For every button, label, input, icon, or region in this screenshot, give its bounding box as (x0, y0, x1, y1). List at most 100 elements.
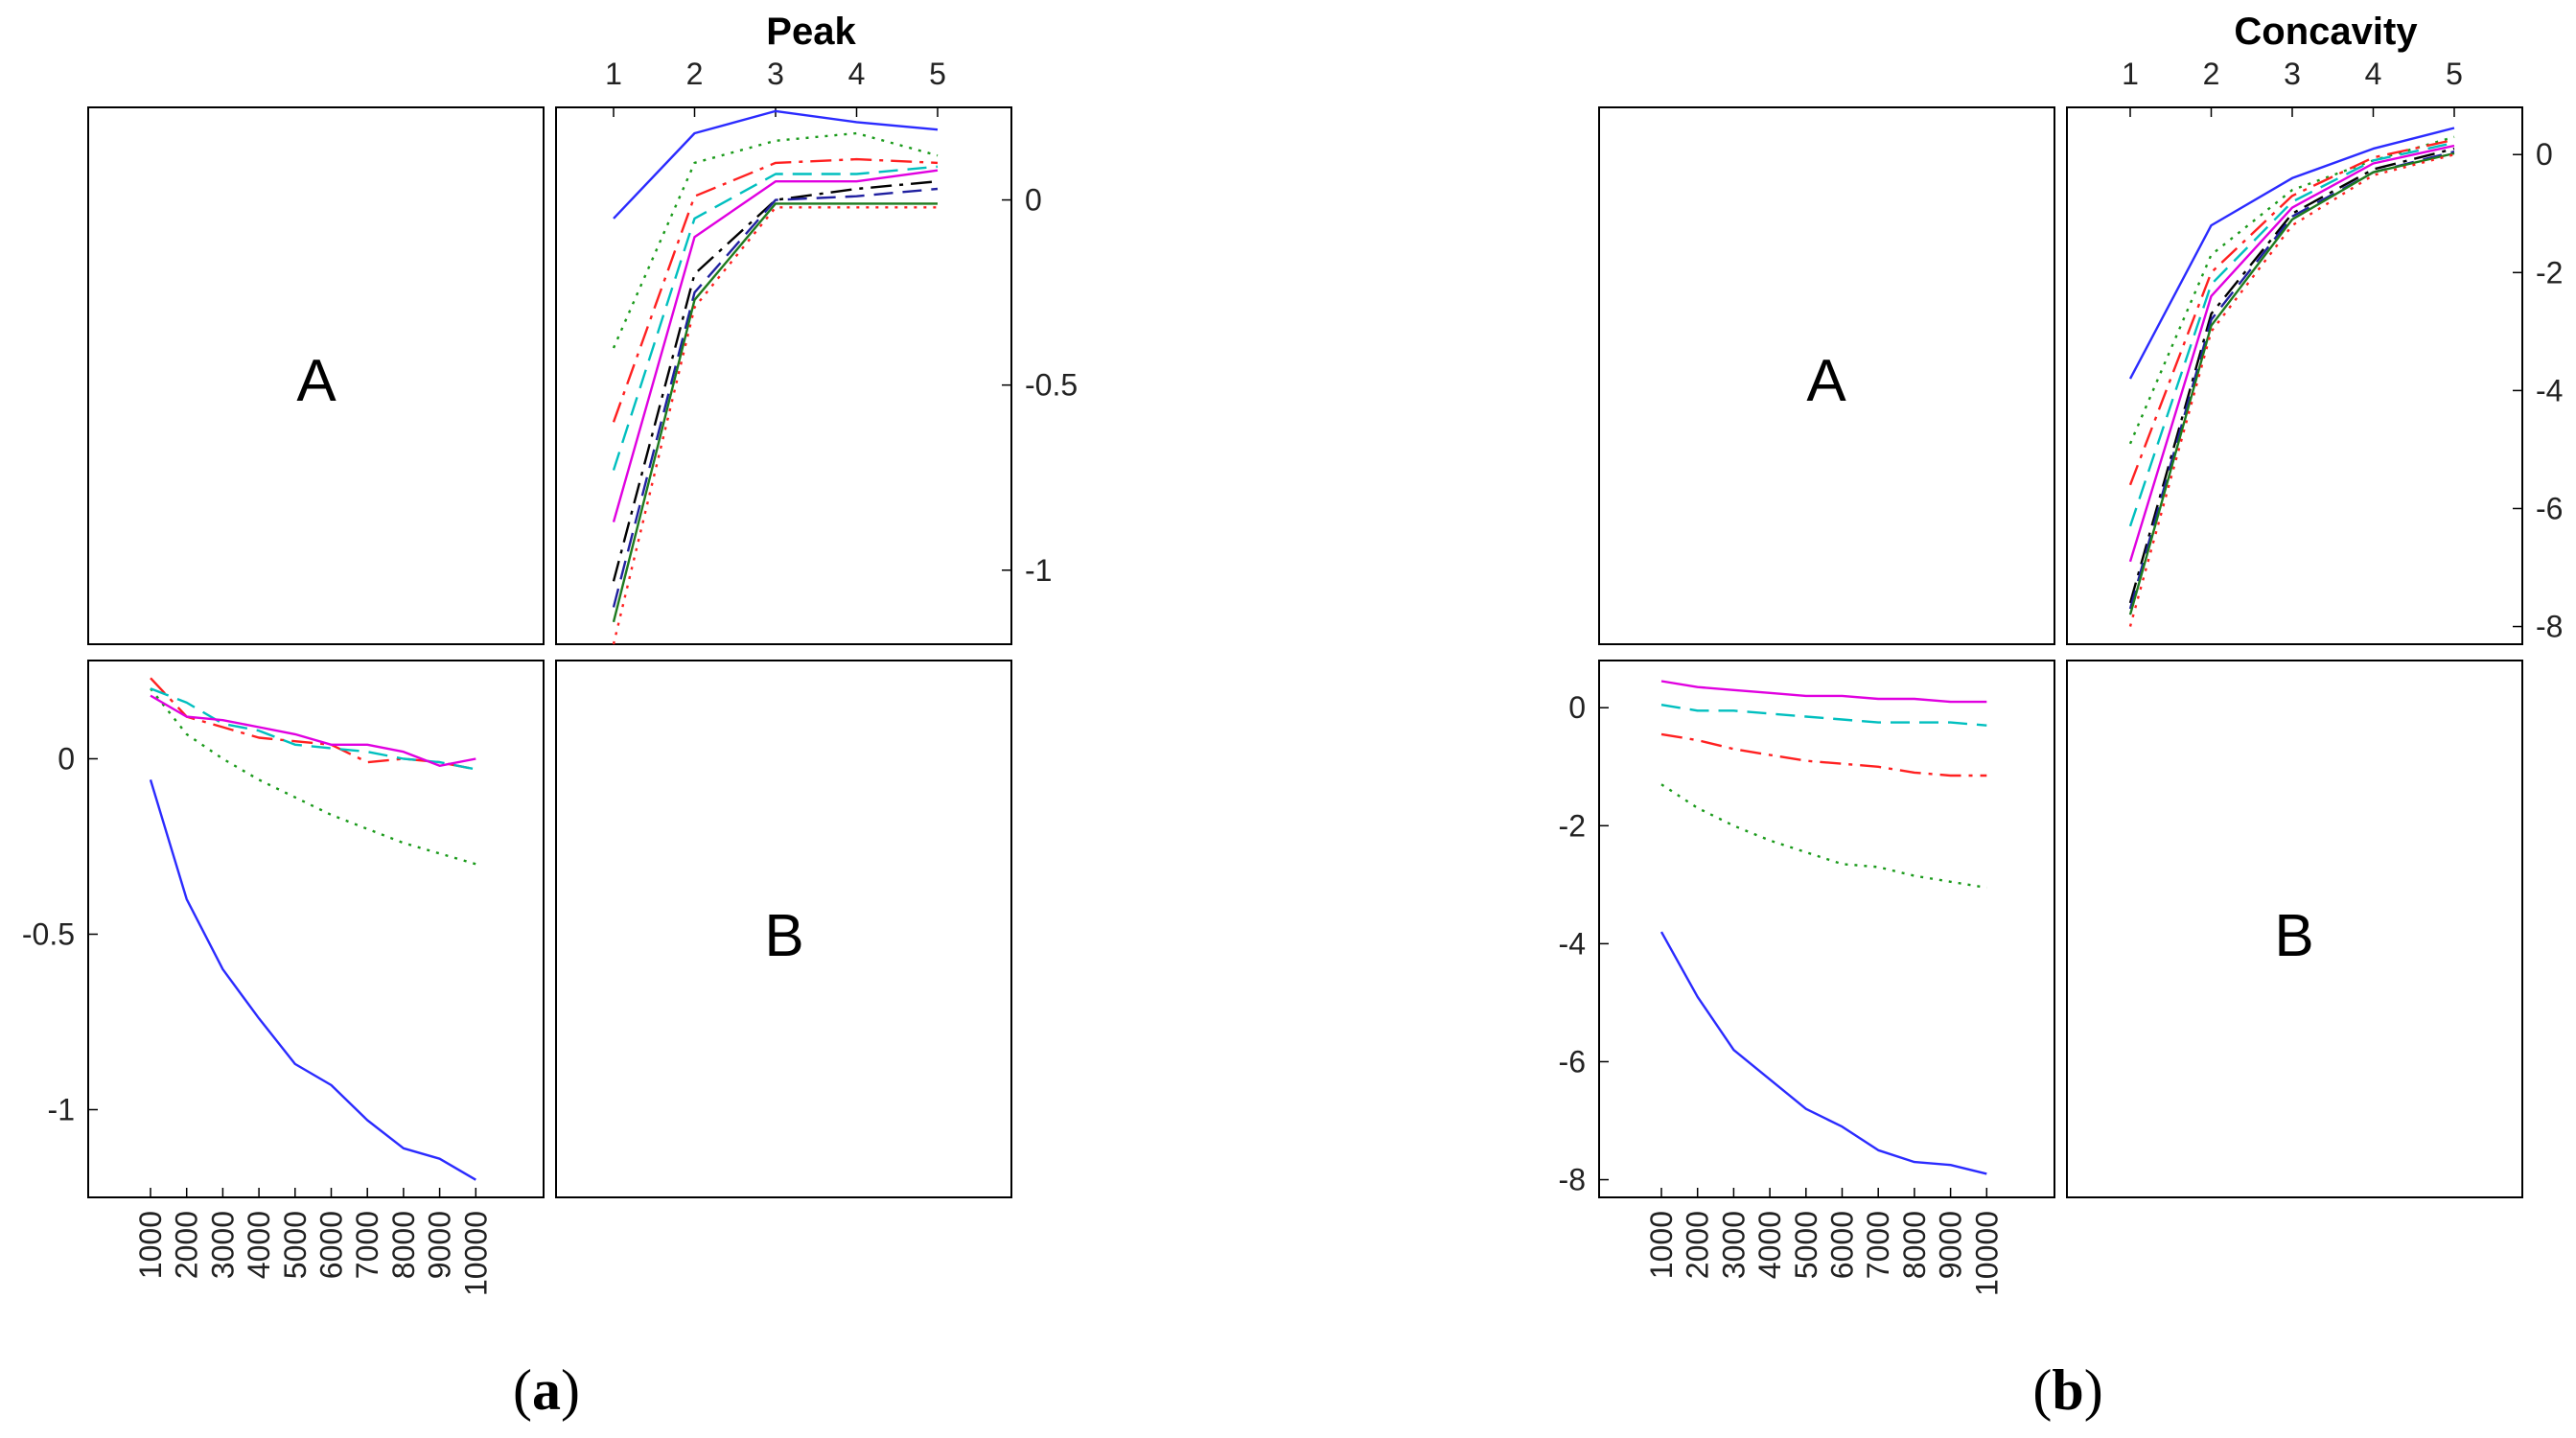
figure-a-size-x-tick-label: 2000 (170, 1211, 204, 1279)
figure-b-size-series-line-s2 (1660, 783, 1987, 890)
figure-b-size-y-tick-label: -2 (1559, 808, 1586, 843)
figure-b-size-y-tick-label: -4 (1559, 926, 1586, 961)
figure-a-panel-b-box (555, 660, 1012, 1198)
figure-a-peak-series-line-s5 (612, 169, 939, 522)
figure-b-size-series-line-s4 (1660, 704, 1987, 727)
figure-a-size-series-line-s4 (150, 687, 476, 771)
figure-b-concavity-series-line-s3 (2128, 138, 2455, 486)
figure-b-concavity-y-tick-label: -8 (2536, 610, 2563, 644)
figure-b-lower-left-plot (1598, 660, 2055, 1198)
figure-a-caption-close: ) (561, 1358, 580, 1422)
figure-b-concavity-series-line-s8 (2128, 151, 2455, 615)
figure-a-peak-series-line-s8 (612, 202, 938, 623)
figure-a-size-series-line-s1 (149, 779, 476, 1181)
figure-a-size-series-line-s2 (150, 687, 476, 866)
figure-a-size-x-tick-label: 3000 (205, 1211, 240, 1279)
figure-b-size-y-tick-label: -8 (1559, 1163, 1586, 1197)
figure-b-concavity-y-tick-label: -2 (2536, 255, 2563, 290)
figure-b-size-x-tick-label: 10000 (1969, 1211, 2004, 1296)
figure-b-concavity-x-tick-label: 4 (2365, 57, 2382, 91)
figure-b-concavity-y-tick-label: 0 (2536, 137, 2553, 172)
figure-b-size-x-tick-label: 1000 (1644, 1211, 1679, 1279)
figure-a-panel-b-label: B (764, 903, 803, 969)
figure-a-size-x-tick-label: 5000 (278, 1211, 313, 1279)
figure-b-size-chart: 0 -2 -4 -6 -8 1000 2000 3000 4000 5000 6000 7000 800… (1559, 680, 2004, 1296)
figure-b-panel-b-label: B (2274, 903, 2313, 969)
figure-b-size-x-tick-label: 4000 (1752, 1211, 1787, 1279)
figure-b-size-x-tick-label: 2000 (1681, 1211, 1715, 1279)
figure-a-size-x-tick-label: 7000 (350, 1211, 384, 1279)
figure-a-peak-y-tick-label: -1 (1025, 553, 1052, 588)
figure-a-size-series-line-s3 (150, 677, 476, 771)
figure-a-upper-right-plot (555, 106, 1012, 645)
figure-a-peak-x-tick-label: 3 (767, 57, 784, 91)
figure-b-panel-b-box (2066, 660, 2523, 1198)
figure-a-size-chart: 0 -0.5 -1 1000 2000 3000 4000 5000 6000 7000 8000 9… (22, 677, 493, 1296)
figure-a-peak-x-tick-label: 5 (929, 57, 946, 91)
figure-a-size-x-tick-label: 8000 (386, 1211, 421, 1279)
figure-a-size-series-line-s5 (150, 694, 476, 767)
figure-a-peak-chart: 0 -0.5 -1 1 2 3 4 5 (605, 57, 1078, 645)
figure-b-title: Concavity (2234, 11, 2418, 53)
figure-b-size-x-tick-label: 7000 (1861, 1211, 1895, 1279)
figure-b-concavity-x-tick-label: 3 (2284, 57, 2301, 91)
figure-a-peak-series-line-s4 (612, 165, 939, 471)
figure-a-size-x-tick-label: 4000 (242, 1211, 276, 1279)
figure-a-caption-letter: a (532, 1358, 561, 1422)
figure-a-size-y-tick-label: 0 (58, 741, 75, 776)
figure-b-size-x-tick-label: 9000 (1934, 1211, 1968, 1279)
figure-b-concavity-series-line-s1 (2128, 127, 2455, 380)
figure-b-caption-letter: b (2052, 1358, 2083, 1422)
figure-b-concavity-x-tick-label: 5 (2446, 57, 2463, 91)
figure-a-size-x-tick-label: 6000 (314, 1211, 349, 1279)
figure-b-concavity-x-tick-label: 2 (2203, 57, 2220, 91)
figure-b-panel-a-box (1598, 106, 2055, 645)
figure-b-size-series-line-s3 (1660, 732, 1987, 777)
figure-b-caption-open: ( (2032, 1358, 2052, 1422)
figure-a-peak-series-line-s7 (612, 187, 939, 608)
figure-a-title: Peak (766, 11, 856, 53)
figure-a-peak-series-line-s3 (612, 157, 939, 423)
figure-a-peak-y-tick-label: 0 (1025, 183, 1042, 218)
figure-a-peak-series-line-s1 (613, 109, 939, 220)
figure-a-peak-series-line-s9 (612, 206, 938, 645)
figure-b-size-x-tick-label: 8000 (1897, 1211, 1932, 1279)
figure-b-size-series-line-s5 (1660, 680, 1987, 704)
figure-a-caption: (a) (513, 1358, 580, 1422)
figure-b-upper-right-plot (2066, 106, 2523, 645)
figure-a-panel-a-label: A (296, 348, 337, 414)
figure-a-peak-series-line-s6 (612, 180, 939, 582)
figure-b-concavity-series-line-s9 (2128, 153, 2455, 627)
figure-b-size-y-tick-label: 0 (1568, 690, 1586, 725)
figure-a-lower-left-plot (87, 660, 545, 1198)
figure-b-size-x-tick-label: 6000 (1825, 1211, 1860, 1279)
figure-a-size-x-tick-label: 10000 (458, 1211, 493, 1296)
figure-b-concavity-series-line-s5 (2128, 144, 2455, 563)
figure-a-peak-series-line-s2 (612, 131, 939, 349)
figure-a-size-y-tick-label: -1 (48, 1092, 75, 1126)
figure-a-peak-y-tick-label: -0.5 (1025, 368, 1078, 403)
figure-b: Concavity A 0 -2 -4 -6 -8 1 2 3 4 5 0 -2 -4 -6 -8 1000… (1559, 11, 2564, 1422)
figure-a-size-x-tick-label: 1000 (133, 1211, 168, 1279)
figure-b-size-x-tick-label: 5000 (1789, 1211, 1823, 1279)
figure-b-concavity-x-tick-label: 1 (2122, 57, 2139, 91)
figure-b-concavity-chart: 0 -2 -4 -6 -8 1 2 3 4 5 (2122, 57, 2563, 644)
figure-a-peak-x-tick-label: 2 (686, 57, 704, 91)
figure-b-concavity-series-line-s4 (2128, 141, 2455, 527)
figure-a-size-x-tick-label: 9000 (423, 1211, 457, 1279)
figure-a-peak-x-tick-label: 1 (605, 57, 622, 91)
figure-b-panel-a-label: A (1806, 348, 1846, 414)
figure-b-caption-close: ) (2084, 1358, 2103, 1422)
figure-a-peak-x-tick-label: 4 (848, 57, 866, 91)
figure-b-size-x-tick-label: 3000 (1716, 1211, 1751, 1279)
figure-a-caption-open: ( (513, 1358, 532, 1422)
figure-b-caption: (b) (2032, 1358, 2102, 1422)
figure-b-size-series-line-s1 (1659, 931, 1987, 1175)
figure-b-concavity-y-tick-label: -6 (2536, 491, 2563, 525)
figure-b-concavity-y-tick-label: -4 (2536, 373, 2563, 407)
figure-b-size-y-tick-label: -6 (1559, 1044, 1586, 1078)
figure-a: Peak A 0 -0.5 -1 1 2 3 4 5 0 -0.5 -1 1000 2000 3000 4… (22, 11, 1078, 1422)
figure-a-panel-a-box (87, 106, 545, 645)
figure-a-size-y-tick-label: -0.5 (22, 916, 75, 951)
figure-b-concavity-series-line-s2 (2128, 135, 2455, 445)
